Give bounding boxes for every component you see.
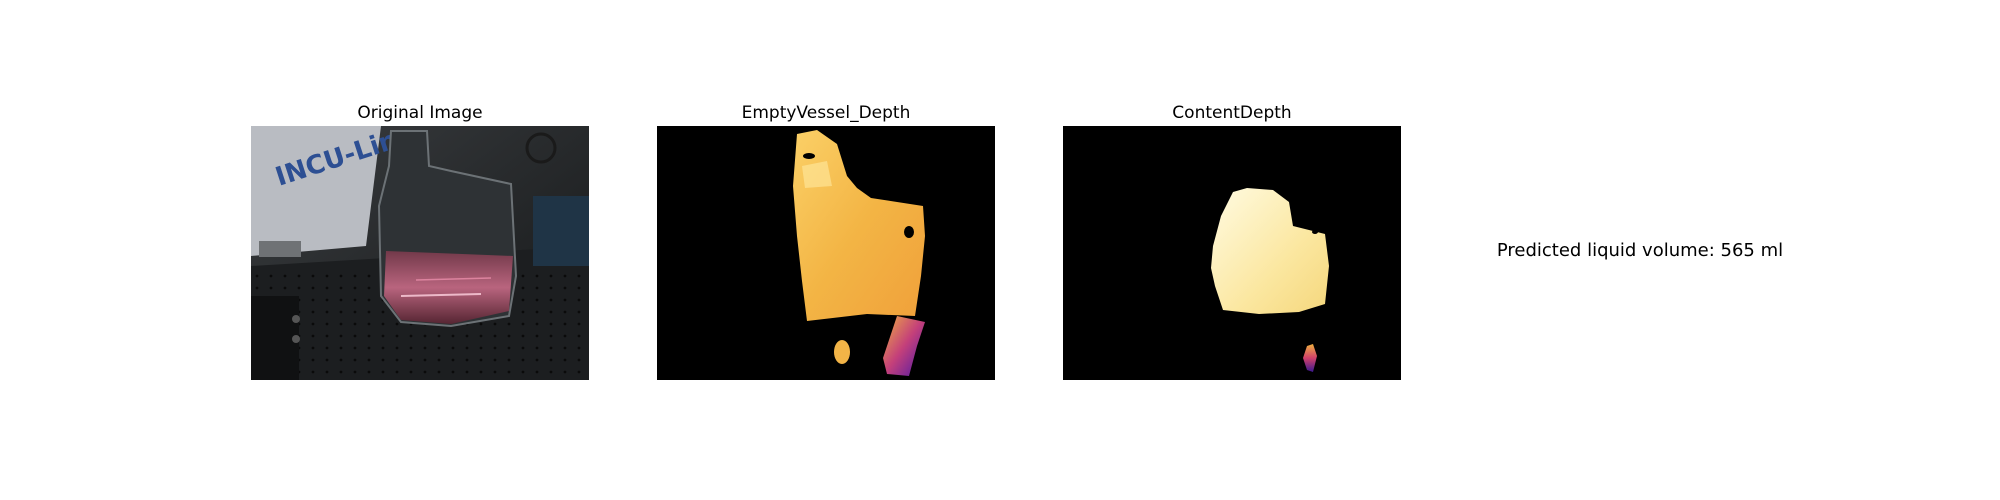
original-image-panel: INCU-Line bbox=[251, 126, 589, 380]
empty-vessel-depth-title: EmptyVessel_Depth bbox=[741, 103, 911, 123]
predicted-volume-text: Predicted liquid volume: 565 ml bbox=[1496, 240, 1784, 261]
empty-vessel-depth-panel bbox=[657, 126, 995, 380]
content-depth-title: ContentDepth bbox=[1172, 103, 1292, 123]
empty-vessel-depth-map bbox=[793, 130, 925, 376]
original-image-title: Original Image bbox=[357, 103, 483, 123]
content-depth-panel bbox=[1063, 126, 1401, 380]
original-image-photo: INCU-Line bbox=[251, 126, 589, 380]
content-depth-map bbox=[1211, 188, 1329, 372]
